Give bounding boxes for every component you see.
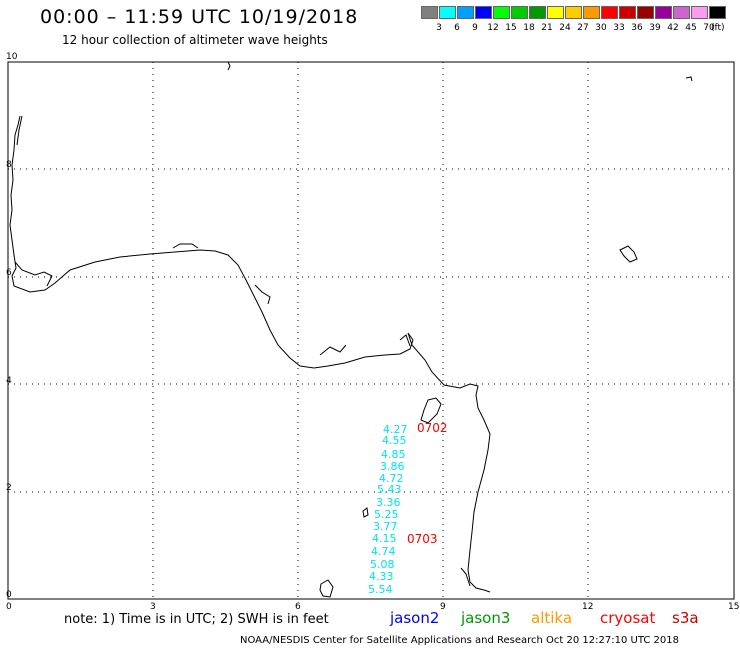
- legend-swatch: [655, 6, 672, 19]
- x-label: 12: [582, 602, 594, 612]
- legend-swatch: [637, 6, 654, 19]
- legend-label: 42: [667, 23, 679, 33]
- wave-height-reading: 4.74: [371, 545, 396, 558]
- wave-height-reading: 3.77: [373, 520, 398, 533]
- legend-unit: (ft): [711, 23, 725, 33]
- y-label: 8: [6, 160, 12, 170]
- legend-swatch: [601, 6, 618, 19]
- satellite-s3a: s3a: [672, 609, 699, 627]
- y-label: 4: [6, 376, 12, 386]
- legend-label: 24: [559, 23, 571, 33]
- legend-swatch: [493, 6, 510, 19]
- x-label: 9: [440, 602, 446, 612]
- wave-height-reading: 5.43: [377, 483, 402, 496]
- wave-height-reading: 3.36: [376, 496, 401, 509]
- y-label: 6: [6, 268, 12, 278]
- legend-label: 3: [436, 23, 442, 33]
- legend-label: 39: [649, 23, 661, 33]
- legend-swatch: [565, 6, 582, 19]
- pass-time-label: 0703: [407, 532, 438, 546]
- grid-lines: [8, 62, 734, 599]
- legend-label: 9: [472, 23, 478, 33]
- legend-label: 12: [487, 23, 499, 33]
- legend-swatch: [673, 6, 690, 19]
- wave-height-reading: 4.27: [383, 423, 408, 436]
- legend-swatch: [421, 6, 438, 19]
- legend-label: 6: [454, 23, 460, 33]
- y-label: 10: [6, 52, 18, 62]
- y-label: 0: [6, 590, 12, 600]
- legend-label: 21: [541, 23, 553, 33]
- legend-label: 18: [523, 23, 535, 33]
- legend-swatch: [619, 6, 636, 19]
- legend-swatch: [547, 6, 564, 19]
- satellite-altika: altika: [531, 609, 573, 627]
- map-title: 00:00 – 11:59 UTC 10/19/2018: [40, 6, 359, 28]
- satellite-cryosat: cryosat: [600, 609, 656, 627]
- wave-height-reading: 5.54: [368, 583, 393, 596]
- x-label: 3: [150, 602, 156, 612]
- legend-label: 30: [595, 23, 607, 33]
- x-label: 0: [6, 602, 12, 612]
- legend-label: 36: [631, 23, 643, 33]
- wave-height-reading: 3.86: [380, 460, 405, 473]
- legend-swatch: [709, 6, 726, 19]
- legend-label: 15: [505, 23, 517, 33]
- pass-time-label: 0702: [417, 421, 448, 435]
- x-label: 15: [728, 602, 740, 612]
- legend-swatch: [529, 6, 546, 19]
- satellite-jason2: jason2: [390, 609, 440, 627]
- islands: [319, 76, 693, 598]
- legend-swatch: [457, 6, 474, 19]
- wave-height-reading: 4.55: [382, 434, 407, 447]
- satellite-jason3: jason3: [461, 609, 511, 627]
- wave-height-reading: 5.08: [370, 558, 395, 571]
- coastline: [9, 61, 491, 593]
- legend-label: 70: [703, 23, 715, 33]
- legend-swatch: [439, 6, 456, 19]
- legend-label: 45: [685, 23, 697, 33]
- footer-note: note: 1) Time is in UTC; 2) SWH is in fe…: [64, 612, 329, 627]
- y-label: 2: [6, 483, 12, 493]
- credit-line: NOAA/NESDIS Center for Satellite Applica…: [240, 635, 679, 646]
- x-label: 6: [295, 602, 301, 612]
- wave-height-reading: 4.85: [381, 448, 406, 461]
- wave-height-reading: 4.72: [379, 472, 404, 485]
- legend-label: 33: [613, 23, 625, 33]
- map-subtitle: 12 hour collection of altimeter wave hei…: [62, 33, 328, 47]
- wave-height-reading: 4.15: [372, 532, 397, 545]
- legend-swatch: [511, 6, 528, 19]
- map-frame: [7, 61, 735, 600]
- legend-label: 27: [577, 23, 589, 33]
- legend-swatch: [691, 6, 708, 19]
- wave-height-reading: 5.25: [374, 508, 399, 521]
- legend-swatch: [475, 6, 492, 19]
- wave-height-reading: 4.33: [369, 570, 394, 583]
- legend-swatch: [583, 6, 600, 19]
